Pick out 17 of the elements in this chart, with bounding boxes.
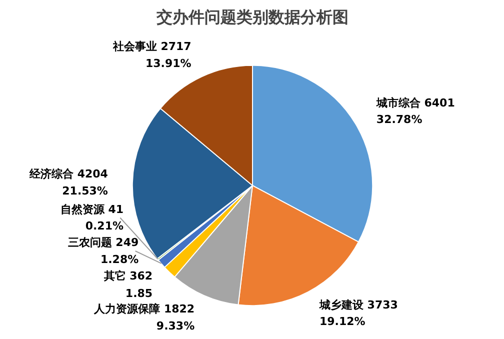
slice-label: 城市综合 6401 [375, 96, 455, 110]
slice-label: 自然资源 41 [60, 202, 124, 216]
data-label: 9.33% [156, 319, 195, 332]
data-label: 21.53% [62, 184, 108, 198]
slice-label: 三农问题 249 [68, 236, 139, 250]
data-label: 1.28% [100, 252, 139, 266]
data-label: 19.12% [319, 314, 366, 328]
data-label: 0.21% [85, 220, 124, 233]
slice-label: 经济综合 4204 [28, 168, 108, 181]
chart-title: 交办件问题类别数据分析图 [156, 8, 348, 26]
data-label: 32.78% [376, 113, 422, 126]
slice-label: 城乡建设 3733 [318, 298, 398, 312]
slice-label: 其它 362 [102, 269, 153, 282]
slice-label: 人力资源保障 1822 [93, 302, 195, 316]
slice-label: 社会事业 2717 [112, 40, 192, 54]
data-label: 1.85 [125, 287, 153, 300]
data-label: 13.91% [146, 56, 192, 70]
